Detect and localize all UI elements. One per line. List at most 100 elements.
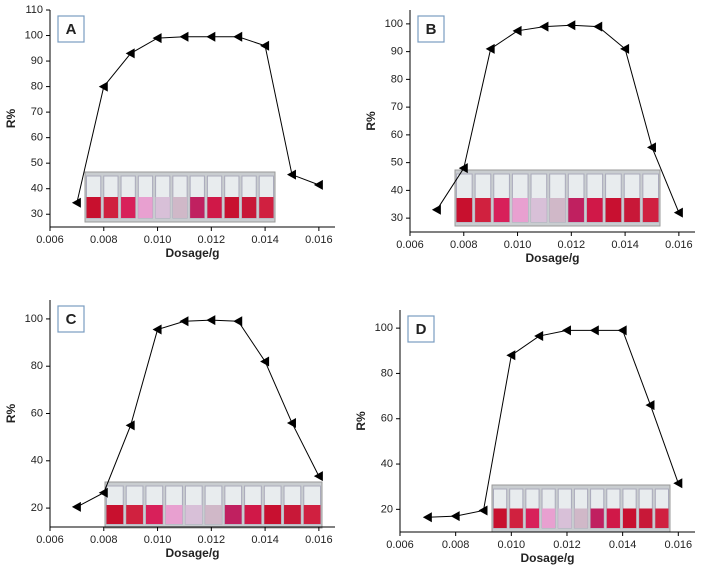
- data-line: [436, 24, 680, 213]
- data-point: [561, 325, 571, 336]
- beaker-liquid: [224, 505, 242, 524]
- y-tick-label: 110: [25, 4, 43, 16]
- data-point: [645, 400, 655, 411]
- data-point: [617, 325, 627, 336]
- beaker-liquid: [224, 197, 239, 218]
- x-axis-label: Dosage/g: [520, 551, 574, 565]
- x-tick-label: 0.006: [396, 239, 424, 251]
- x-tick-label: 0.010: [498, 539, 526, 551]
- x-tick-label: 0.016: [665, 239, 693, 251]
- beaker-liquid: [303, 505, 321, 524]
- x-tick-label: 0.008: [90, 534, 118, 546]
- y-axis-label: R%: [4, 109, 18, 129]
- x-tick-label: 0.008: [442, 539, 470, 551]
- data-point: [206, 315, 216, 326]
- data-point: [534, 331, 544, 342]
- panel-label-box: [57, 305, 85, 333]
- beaker-liquid: [145, 505, 163, 524]
- x-tick-label: 0.006: [36, 234, 64, 246]
- beaker-liquid: [241, 197, 257, 218]
- beaker-liquid: [172, 197, 188, 218]
- data-point: [313, 471, 323, 482]
- beaker-liquid: [493, 508, 507, 528]
- y-tick-label: 40: [381, 458, 393, 470]
- panel-label: A: [66, 21, 77, 38]
- x-tick-label: 0.006: [36, 534, 64, 546]
- x-tick-label: 0.012: [198, 534, 226, 546]
- x-tick-label: 0.016: [305, 534, 333, 546]
- y-tick-label: 70: [31, 106, 43, 118]
- y-tick-label: 60: [31, 132, 43, 144]
- data-point: [260, 356, 270, 367]
- beaker-liquid: [106, 505, 124, 524]
- y-tick-label: 100: [25, 313, 43, 325]
- x-axis-label: Dosage/g: [165, 546, 219, 560]
- data-point: [125, 48, 135, 59]
- data-point: [673, 207, 683, 218]
- data-point: [478, 505, 488, 516]
- data-line: [76, 36, 320, 203]
- data-point: [152, 324, 162, 335]
- beaker-liquid: [549, 198, 566, 222]
- y-tick-label: 20: [31, 502, 43, 514]
- data-point: [71, 197, 81, 208]
- y-tick-label: 80: [391, 73, 403, 85]
- beaker-liquid: [86, 197, 101, 218]
- x-tick-label: 0.014: [611, 239, 639, 251]
- y-tick-label: 80: [31, 360, 43, 372]
- beaker-liquid: [606, 508, 620, 528]
- x-tick-label: 0.016: [665, 539, 693, 551]
- x-tick-label: 0.010: [144, 234, 172, 246]
- beaker-liquid: [605, 198, 622, 222]
- beaker-liquid: [639, 508, 653, 528]
- data-point: [313, 179, 323, 190]
- x-tick-label: 0.008: [450, 239, 478, 251]
- beaker-liquid: [121, 197, 136, 218]
- beaker-liquid: [456, 198, 473, 222]
- data-point: [233, 316, 243, 327]
- beaker-liquid: [574, 508, 588, 528]
- beaker-liquid: [509, 508, 523, 528]
- beaker-liquid: [165, 505, 183, 524]
- x-axis-label: Dosage/g: [525, 251, 579, 265]
- beaker-liquid: [244, 505, 262, 524]
- beaker-liquid: [264, 505, 282, 524]
- data-line: [427, 329, 679, 518]
- data-point: [458, 163, 468, 174]
- data-point: [286, 169, 296, 180]
- y-tick-label: 40: [391, 184, 403, 196]
- data-point: [539, 21, 549, 32]
- data-point: [125, 420, 135, 431]
- data-line: [76, 319, 320, 508]
- beaker-liquid: [558, 508, 572, 528]
- data-point: [152, 33, 162, 44]
- beaker-liquid: [190, 197, 205, 218]
- panel-label-box: [57, 15, 85, 43]
- data-point: [450, 511, 460, 522]
- beaker-liquid: [655, 508, 669, 528]
- data-point: [566, 20, 576, 31]
- beaker-liquid: [622, 508, 637, 528]
- beaker-liquid: [493, 198, 510, 222]
- y-tick-label: 30: [391, 212, 403, 224]
- data-point: [206, 31, 216, 42]
- beaker-liquid: [512, 198, 529, 222]
- x-tick-label: 0.012: [198, 234, 226, 246]
- y-tick-label: 90: [31, 55, 43, 67]
- y-tick-label: 90: [391, 46, 403, 58]
- y-tick-label: 50: [31, 157, 43, 169]
- beaker-liquid: [126, 505, 143, 524]
- y-tick-label: 80: [31, 80, 43, 92]
- beaker-liquid: [586, 198, 603, 222]
- panel-label-box: [407, 315, 435, 343]
- data-point: [98, 487, 108, 498]
- x-tick-label: 0.006: [386, 539, 414, 551]
- y-tick-label: 40: [31, 183, 43, 195]
- beaker-liquid: [259, 197, 274, 218]
- x-tick-label: 0.008: [90, 234, 118, 246]
- data-point: [71, 501, 81, 512]
- y-axis-label: R%: [354, 411, 368, 431]
- data-point: [286, 417, 296, 428]
- data-point: [422, 512, 432, 523]
- beaker-liquid: [185, 505, 203, 524]
